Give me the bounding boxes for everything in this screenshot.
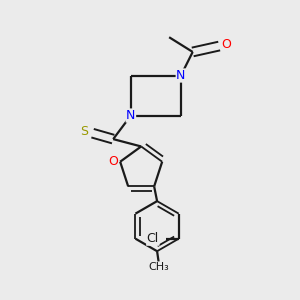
Text: S: S <box>80 125 88 138</box>
Text: N: N <box>176 69 186 82</box>
Text: O: O <box>108 155 118 168</box>
Text: O: O <box>222 38 232 51</box>
Text: CH₃: CH₃ <box>148 262 169 272</box>
Text: N: N <box>126 109 136 122</box>
Text: Cl: Cl <box>147 232 159 245</box>
